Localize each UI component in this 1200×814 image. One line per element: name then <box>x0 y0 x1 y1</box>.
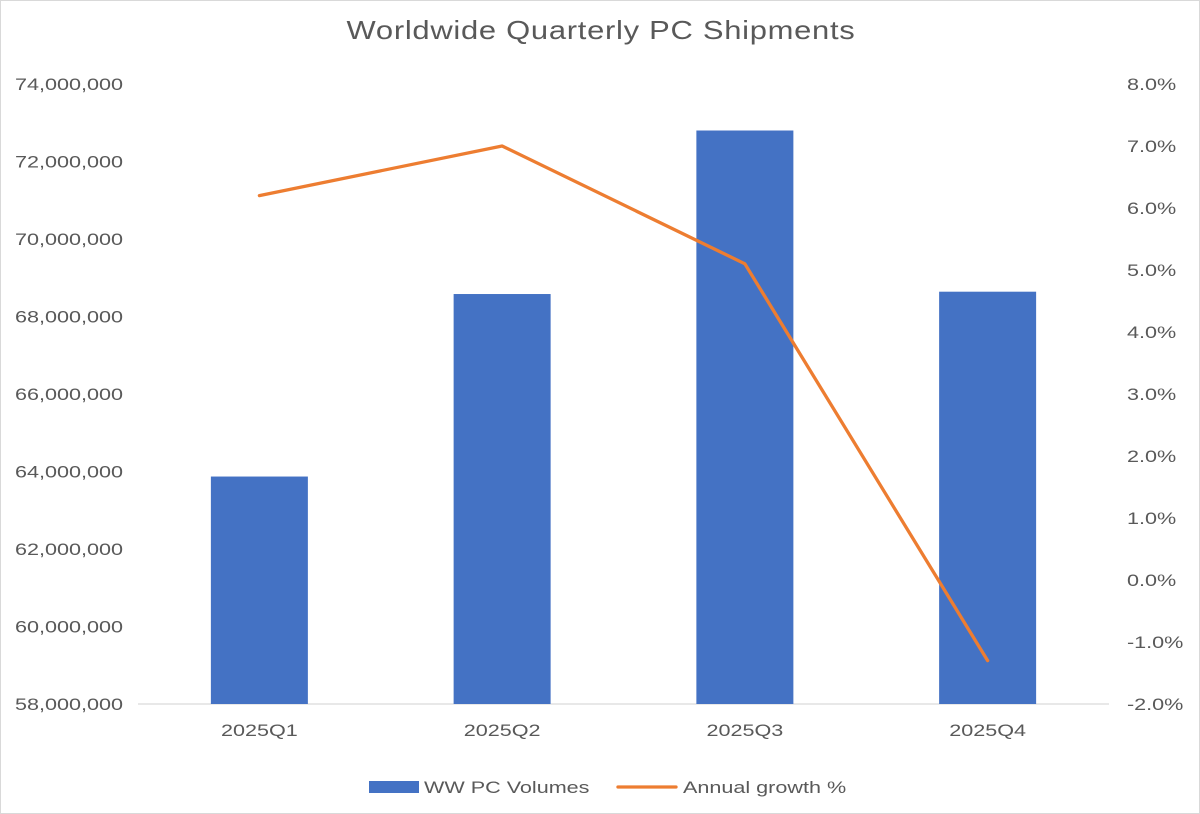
svg-text:WW PC Volumes: WW PC Volumes <box>424 778 590 797</box>
svg-text:60,000,000: 60,000,000 <box>15 618 123 637</box>
svg-text:62,000,000: 62,000,000 <box>15 540 123 559</box>
svg-text:74,000,000: 74,000,000 <box>15 75 123 94</box>
svg-text:2025Q2: 2025Q2 <box>464 721 541 740</box>
svg-text:3.0%: 3.0% <box>1127 385 1176 404</box>
svg-text:64,000,000: 64,000,000 <box>15 463 123 482</box>
svg-text:5.0%: 5.0% <box>1127 261 1176 280</box>
svg-text:8.0%: 8.0% <box>1127 75 1176 94</box>
svg-text:-2.0%: -2.0% <box>1127 695 1183 714</box>
svg-text:-1.0%: -1.0% <box>1127 633 1183 652</box>
svg-text:2.0%: 2.0% <box>1127 447 1176 466</box>
svg-text:Annual growth %: Annual growth % <box>683 778 846 797</box>
svg-text:7.0%: 7.0% <box>1127 137 1176 156</box>
svg-text:2025Q1: 2025Q1 <box>221 721 298 740</box>
svg-text:58,000,000: 58,000,000 <box>15 695 123 714</box>
svg-text:4.0%: 4.0% <box>1127 323 1176 342</box>
svg-text:6.0%: 6.0% <box>1127 199 1176 218</box>
svg-text:66,000,000: 66,000,000 <box>15 385 123 404</box>
svg-text:70,000,000: 70,000,000 <box>15 230 123 249</box>
svg-text:1.0%: 1.0% <box>1127 509 1176 528</box>
svg-text:72,000,000: 72,000,000 <box>15 153 123 172</box>
svg-text:0.0%: 0.0% <box>1127 571 1176 590</box>
svg-text:2025Q4: 2025Q4 <box>949 721 1026 740</box>
svg-text:68,000,000: 68,000,000 <box>15 308 123 327</box>
svg-text:2025Q3: 2025Q3 <box>706 721 783 740</box>
